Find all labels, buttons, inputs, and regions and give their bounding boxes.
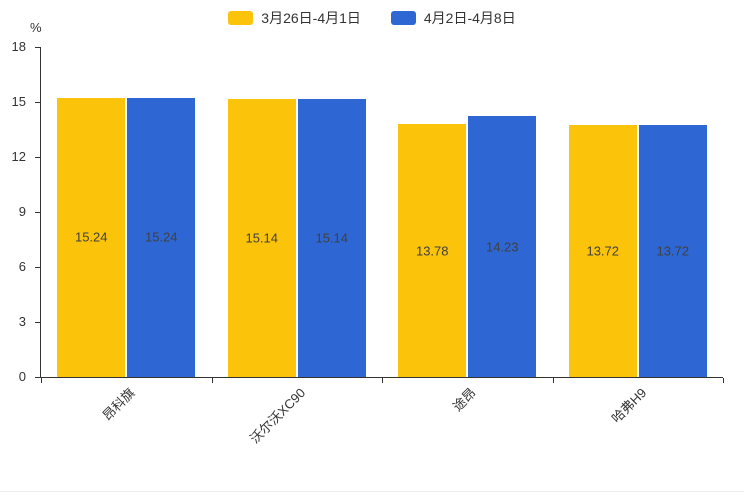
bar-value-label: 13.78 — [415, 243, 449, 259]
y-tick-mark — [35, 377, 40, 378]
legend-swatch-week2-icon — [390, 11, 416, 25]
x-axis-label: 昂科旗 — [99, 385, 138, 424]
y-tick-label: 12 — [11, 149, 26, 164]
y-tick-label: 3 — [18, 314, 26, 329]
y-tick-mark — [35, 157, 40, 158]
y-tick-mark — [35, 322, 40, 323]
x-tick-mark — [552, 378, 554, 383]
legend-label-week1: 3月26日-4月1日 — [261, 10, 361, 26]
bar-series0-哈弗H9[interactable]: 13.72 — [568, 125, 637, 377]
x-tick-mark — [211, 378, 213, 383]
legend-item-week1[interactable]: 3月26日-4月1日 — [228, 8, 361, 28]
bar-series1-哈弗H9[interactable]: 13.72 — [638, 125, 707, 377]
x-tick-mark — [382, 378, 383, 383]
bar-series0-昂科旗[interactable]: 15.24 — [57, 97, 126, 377]
x-axis-label: 哈弗H9 — [608, 385, 650, 426]
legend-swatch-week1-icon — [228, 11, 254, 25]
bar-series1-沃尔沃XC90[interactable]: 15.14 — [297, 99, 366, 377]
y-tick-label: 6 — [18, 259, 26, 274]
x-axis-labels: 昂科旗 沃尔沃XC90 途昂 哈弗H9 — [40, 383, 722, 483]
legend-label-week2: 4月2日-4月8日 — [423, 10, 516, 26]
y-tick-mark — [35, 212, 40, 213]
y-axis-unit: % — [30, 20, 42, 35]
bar-series1-昂科旗[interactable]: 15.24 — [127, 97, 196, 377]
legend-item-week2[interactable]: 4月2日-4月8日 — [390, 8, 516, 28]
bar-series1-途昂[interactable]: 14.23 — [468, 116, 537, 377]
bar-value-label: 15.14 — [315, 230, 349, 246]
y-tick-mark — [35, 102, 40, 103]
x-axis-label: 沃尔沃XC90 — [247, 385, 309, 447]
y-tick-label: 15 — [11, 94, 26, 109]
legend: 3月26日-4月1日 4月2日-4月8日 — [0, 8, 744, 28]
x-axis-label: 途昂 — [449, 385, 479, 415]
y-tick-label: 0 — [18, 369, 26, 384]
y-tick-mark — [35, 267, 40, 268]
y-axis-tick-labels: 0 3 6 9 12 15 18 — [0, 40, 32, 384]
bar-value-label: 13.72 — [656, 243, 690, 259]
bar-series0-途昂[interactable]: 13.78 — [398, 124, 467, 377]
bar-value-label: 15.24 — [74, 229, 108, 245]
y-tick-mark — [35, 47, 40, 48]
y-tick-label: 9 — [18, 204, 26, 219]
bar-value-label: 13.72 — [586, 243, 620, 259]
bar-value-label: 15.14 — [245, 230, 279, 246]
y-tick-label: 18 — [11, 39, 26, 54]
page-bottom-divider — [0, 491, 744, 492]
bar-series0-沃尔沃XC90[interactable]: 15.14 — [227, 99, 296, 377]
bar-value-label: 14.23 — [485, 239, 519, 255]
x-tick-mark — [723, 378, 724, 383]
plot-area: 15.24 15.24 15.14 15.14 13.78 14.23 13.72 13.72 — [35, 47, 724, 383]
bar-value-label: 15.24 — [144, 229, 178, 245]
x-tick-mark — [41, 378, 42, 383]
